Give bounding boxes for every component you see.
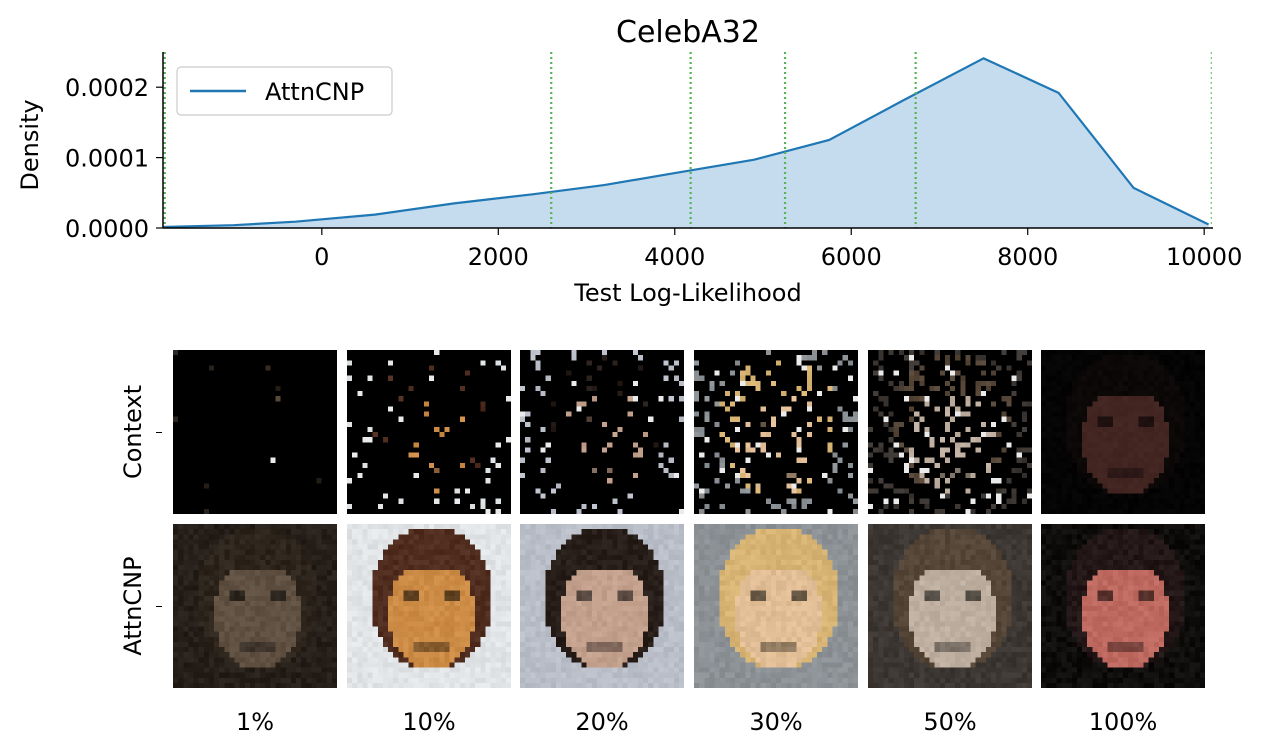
prediction-image: [1041, 524, 1205, 688]
context-pixels: [173, 350, 337, 514]
y-tick-label: 0.0002: [65, 74, 149, 102]
row-label: AttnCNP: [119, 556, 147, 656]
prediction-pixels: [347, 524, 511, 688]
x-tick-label: 8000: [997, 243, 1058, 271]
prediction-pixels: [694, 524, 858, 688]
prediction-pixels: [520, 524, 684, 688]
prediction-image: [347, 524, 511, 688]
context-image: [1041, 350, 1205, 514]
y-tick-label: 0.0000: [65, 215, 149, 243]
prediction-image: [173, 524, 337, 688]
prediction-pixels: [868, 524, 1032, 688]
x-axis-label: Test Log-Likelihood: [573, 279, 801, 307]
context-image: [868, 350, 1032, 514]
prediction-image: [868, 524, 1032, 688]
column-label: 20%: [575, 708, 629, 736]
density-fill: [163, 58, 1209, 228]
context-pixels: [868, 350, 1032, 514]
y-tick-label: 0.0001: [65, 145, 149, 173]
legend: AttnCNP: [176, 66, 393, 116]
density-plot: CelebA32 0 2000 4000 6000 8000 10000 0.00000.…: [16, 15, 1242, 307]
context-pixels: [694, 350, 858, 514]
prediction-image: [694, 524, 858, 688]
column-label: 1%: [235, 708, 275, 736]
context-image: [520, 350, 684, 514]
x-tick-label: 6000: [821, 243, 882, 271]
row-tick: [156, 432, 162, 433]
legend-label-attncnp: AttnCNP: [265, 78, 364, 106]
context-image: [694, 350, 858, 514]
context-pixels: [520, 350, 684, 514]
row-tick: [156, 606, 162, 607]
y-axis-label: Density: [16, 99, 44, 190]
x-tick-label: 10000: [1166, 243, 1242, 271]
row-label: Context: [119, 384, 147, 480]
y-axis: 0.0000 0.0001 0.0002: [65, 74, 163, 243]
column-label: 10%: [402, 708, 456, 736]
context-pixels: [1041, 350, 1205, 514]
prediction-image: [520, 524, 684, 688]
x-tick-label: 4000: [644, 243, 705, 271]
x-tick-label: 0: [314, 243, 329, 271]
prediction-pixels: [1041, 524, 1205, 688]
chart-title: CelebA32: [616, 15, 760, 50]
context-image: [347, 350, 511, 514]
density-line: [162, 57, 1210, 229]
prediction-pixels: [173, 524, 337, 688]
context-pixels: [347, 350, 511, 514]
plot-area: [162, 52, 1213, 229]
x-tick-label: 2000: [468, 243, 529, 271]
column-label: 100%: [1088, 708, 1158, 736]
context-image: [173, 350, 337, 514]
x-axis: 0 2000 4000 6000 8000 10000: [314, 228, 1242, 271]
column-label: 30%: [749, 708, 803, 736]
column-label: 50%: [923, 708, 977, 736]
